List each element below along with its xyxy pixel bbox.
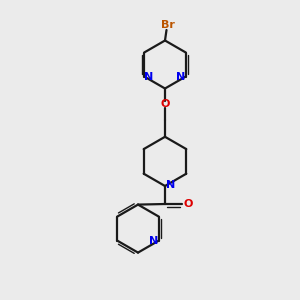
Text: N: N — [149, 236, 158, 246]
Text: N: N — [176, 71, 186, 82]
Text: Br: Br — [161, 20, 175, 31]
Text: N: N — [167, 180, 176, 190]
Text: O: O — [183, 199, 193, 209]
Text: N: N — [144, 71, 154, 82]
Text: O: O — [160, 99, 170, 109]
